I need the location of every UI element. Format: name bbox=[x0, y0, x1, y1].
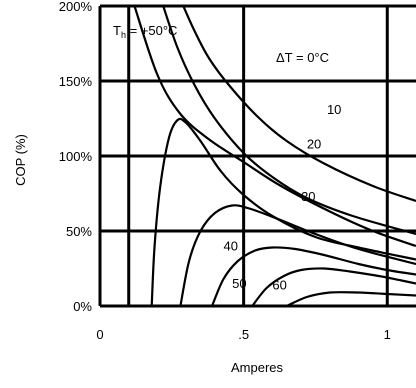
curve-label-60: 60 bbox=[272, 278, 286, 293]
curve-label-20: 20 bbox=[307, 137, 321, 152]
x-tick-label-2: 1 bbox=[384, 327, 391, 342]
y-tick-label-2: 100% bbox=[59, 149, 93, 164]
x-tick-label-1: .5 bbox=[238, 327, 249, 342]
curve-dt-0 bbox=[183, 6, 416, 201]
y-tick-label-0: 0% bbox=[73, 299, 92, 314]
curve-label-40: 40 bbox=[224, 239, 238, 254]
grid-lines bbox=[100, 6, 416, 306]
curve-labels: 10 20 30 40 50 60 bbox=[224, 102, 342, 293]
x-tick-label-0: 0 bbox=[96, 327, 103, 342]
curve-label-30: 30 bbox=[301, 189, 315, 204]
curve-dt-70 bbox=[287, 292, 416, 306]
y-axis-title: COP (%) bbox=[13, 134, 28, 186]
curve-dt-40 bbox=[180, 205, 416, 306]
hot-side-temperature-annotation: Th = +50°C bbox=[113, 23, 177, 40]
y-tick-label-3: 150% bbox=[59, 74, 93, 89]
curve-dt-10 bbox=[163, 6, 416, 234]
y-tick-label-1: 50% bbox=[66, 224, 92, 239]
y-tick-label-4: 200% bbox=[59, 0, 93, 14]
curve-dt-20 bbox=[135, 6, 416, 246]
curve-label-10: 10 bbox=[327, 102, 341, 117]
delta-t-annotation: ΔT = 0°C bbox=[276, 50, 329, 65]
x-axis-title: Amperes bbox=[231, 360, 284, 375]
curve-label-50: 50 bbox=[232, 276, 246, 291]
